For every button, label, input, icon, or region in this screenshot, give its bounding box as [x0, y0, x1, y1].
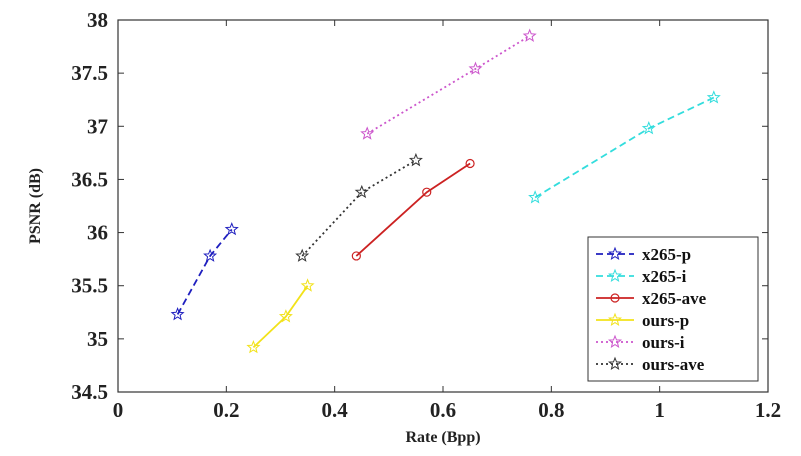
series-x265-i — [528, 90, 721, 204]
axis-ticks: 0 0.2 0.4 0.6 0.8 1 1.2 34.5 35 35.5 36 36.5 37 37.5 3… — [71, 8, 781, 422]
x-axis-title: Rate (Bpp) — [405, 429, 480, 446]
series-line-x265-ave — [355, 162, 471, 257]
y-tick-label: 35.5 — [71, 274, 108, 298]
data-point-ours-ave — [408, 152, 423, 167]
data-point-x265-i — [528, 190, 543, 204]
legend-marker-ours-ave — [608, 356, 622, 371]
series-line-x265-p — [176, 228, 233, 315]
y-tick-label: 36 — [87, 221, 108, 245]
data-point-ours-p — [300, 278, 315, 292]
legend-marker-ours-p — [608, 312, 622, 327]
legend-marker-x265-i — [608, 268, 622, 283]
legend: x265-p x265-i x265-ave ours-p ours-i ours-ave — [587, 236, 759, 382]
y-axis-title: PSNR (dB) — [27, 168, 44, 244]
legend-marker-x265-p — [608, 246, 622, 261]
data-point-ours-p — [246, 340, 261, 354]
data-point-ours-i — [468, 61, 483, 75]
data-point-ours-ave — [354, 184, 369, 199]
y-tick-label: 34.5 — [71, 380, 108, 404]
data-point-x265-ave — [465, 158, 475, 169]
data-point-x265-ave — [422, 187, 432, 197]
series-ours-ave — [295, 152, 423, 262]
series-ours-p — [246, 278, 315, 354]
x-tick-label: 0.6 — [430, 398, 456, 422]
legend-marker-x265-ave — [610, 293, 620, 303]
legend-label-ours-ave: ours-ave — [642, 355, 705, 374]
x-tick-label: 0.8 — [538, 398, 564, 422]
series-x265-ave — [351, 158, 475, 261]
data-point-x265-i — [706, 90, 721, 104]
legend-marker-ours-i — [608, 334, 622, 349]
series-ours-i — [360, 28, 537, 140]
data-point-x265-p — [170, 307, 185, 321]
series-line-ours-p — [252, 285, 309, 349]
legend-label-ours-i: ours-i — [642, 333, 685, 352]
y-tick-label: 38 — [87, 8, 108, 32]
data-point-x265-i — [641, 121, 656, 135]
legend-label-x265-i: x265-i — [642, 267, 687, 286]
legend-label-x265-p: x265-p — [642, 245, 691, 264]
series-layer — [170, 28, 721, 354]
series-x265-p — [170, 222, 239, 321]
data-point-x265-p — [203, 248, 218, 262]
data-point-x265-p — [224, 222, 239, 236]
x-tick-label: 0.4 — [322, 398, 349, 422]
y-tick-label: 35 — [87, 327, 108, 351]
x-tick-label: 0.2 — [213, 398, 239, 422]
x-tick-label: 0 — [113, 398, 124, 422]
legend-label-x265-ave: x265-ave — [642, 289, 707, 308]
data-point-ours-i — [522, 28, 537, 42]
data-point-ours-ave — [295, 248, 310, 262]
x-tick-label: 1.2 — [755, 398, 781, 422]
series-line-x265-i — [534, 96, 715, 199]
y-tick-label: 37 — [87, 114, 108, 138]
data-point-ours-i — [360, 126, 375, 140]
series-line-ours-i — [366, 35, 531, 135]
x-tick-label: 1 — [654, 398, 665, 422]
legend-box — [587, 236, 759, 382]
data-point-x265-ave — [351, 251, 361, 261]
data-point-ours-p — [278, 309, 293, 323]
y-tick-label: 37.5 — [71, 61, 108, 85]
y-tick-label: 36.5 — [71, 167, 108, 191]
legend-label-ours-p: ours-p — [642, 311, 689, 330]
